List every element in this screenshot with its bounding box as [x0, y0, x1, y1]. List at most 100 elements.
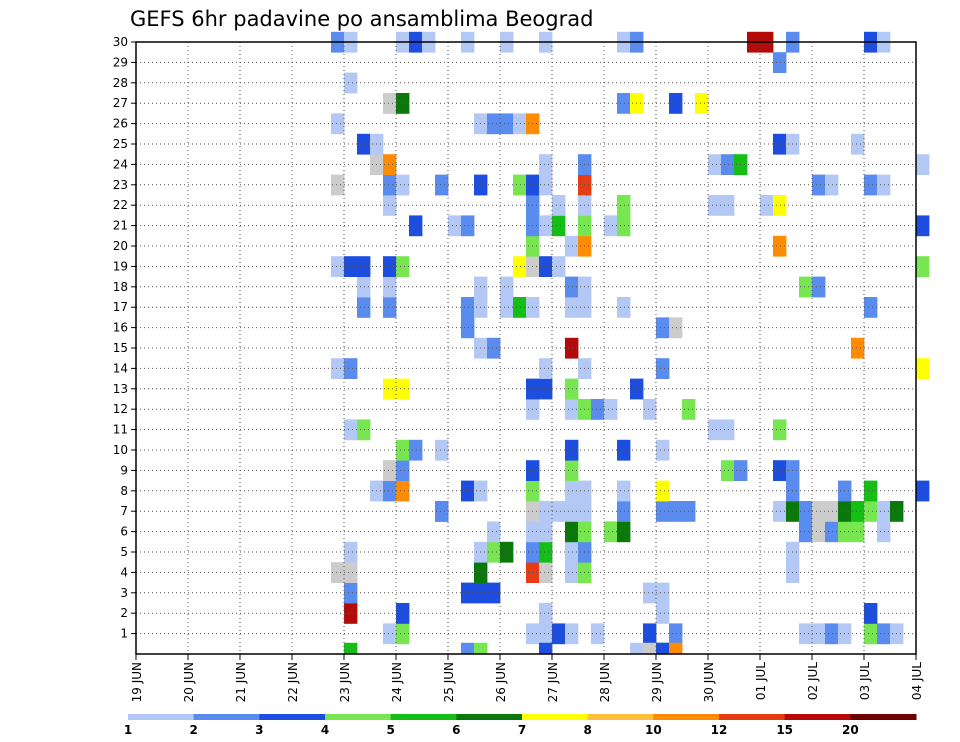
heatmap-cell: [487, 541, 501, 563]
heatmap-cell: [877, 521, 891, 543]
y-tick-label: 13: [113, 382, 128, 396]
heatmap-cell: [565, 297, 579, 318]
heatmap-cell: [396, 378, 410, 400]
heatmap-cell: [396, 93, 410, 114]
legend-swatch: [128, 714, 195, 720]
heatmap-cell: [331, 256, 345, 277]
x-tick-label: 25 JUN: [442, 662, 456, 702]
heatmap-cell: [331, 174, 345, 196]
legend-swatch: [259, 714, 326, 720]
legend-label: 6: [452, 723, 460, 737]
y-tick-label: 15: [113, 341, 128, 355]
heatmap-cell: [643, 582, 657, 604]
heatmap-cell: [396, 603, 410, 624]
heatmap-cell: [565, 480, 579, 502]
heatmap-cell: [461, 480, 475, 502]
heatmap-cell: [461, 297, 475, 318]
heatmap-cell: [565, 623, 579, 645]
heatmap-cell: [916, 480, 930, 502]
heatmap-cell: [539, 358, 553, 379]
heatmap-cell: [565, 337, 579, 359]
heatmap-cell: [669, 317, 683, 339]
heatmap-cell: [864, 623, 878, 645]
heatmap-cell: [552, 623, 566, 645]
y-tick-label: 29: [113, 55, 128, 69]
heatmap-cell: [799, 501, 813, 522]
heatmap-cell: [773, 133, 787, 155]
heatmap-cell: [500, 297, 514, 318]
heatmap-cell: [539, 562, 553, 583]
heatmap-cell: [435, 174, 449, 196]
x-tick-label: 01 JUL: [754, 662, 768, 700]
heatmap-cell: [344, 582, 358, 604]
heatmap-cell: [617, 480, 631, 502]
heatmap-cell: [617, 297, 631, 318]
legend-label: 3: [255, 723, 263, 737]
heatmap-cell: [539, 174, 553, 196]
legend-swatch: [850, 714, 917, 720]
heatmap-cell: [812, 501, 826, 522]
legend-label: 10: [645, 723, 662, 737]
heatmap-cell: [877, 174, 891, 196]
heatmap-cell: [396, 460, 410, 481]
heatmap-cell: [552, 256, 566, 277]
y-tick-label: 4: [120, 565, 128, 579]
heatmap-cell: [916, 256, 930, 277]
heatmap-cell: [539, 541, 553, 563]
y-tick-label: 9: [120, 463, 128, 477]
x-tick-label: 19 JUN: [130, 662, 144, 702]
heatmap-cell: [383, 195, 397, 216]
heatmap-cell: [604, 215, 618, 237]
heatmap-cell: [864, 603, 878, 624]
heatmap-cell: [656, 501, 670, 522]
heatmap-cell: [695, 93, 709, 114]
heatmap-cell: [591, 623, 605, 645]
heatmap-cell: [539, 623, 553, 645]
heatmap-cell: [656, 480, 670, 502]
heatmap-cell: [565, 399, 579, 420]
heatmap-cell: [539, 603, 553, 624]
heatmap-cell: [864, 297, 878, 318]
legend-label: 1: [124, 723, 132, 737]
y-tick-label: 20: [113, 239, 128, 253]
y-tick-label: 11: [113, 423, 128, 437]
heatmap-cell: [513, 256, 527, 277]
heatmap-cell: [357, 133, 371, 155]
y-tick-label: 22: [113, 198, 128, 212]
heatmap-cell: [708, 154, 722, 175]
heatmap-cell: [539, 501, 553, 522]
heatmap-cell: [721, 195, 735, 216]
heatmap-cell: [344, 541, 358, 563]
heatmap-cell: [851, 501, 865, 522]
legend-label: 4: [321, 723, 329, 737]
heatmap-cell: [565, 562, 579, 583]
heatmap-cell: [721, 460, 735, 481]
heatmap-cell: [539, 521, 553, 543]
legend-swatch: [653, 714, 720, 720]
heatmap-cell: [773, 419, 787, 441]
heatmap-cell: [604, 521, 618, 543]
heatmap-cell: [344, 603, 358, 624]
heatmap-cell: [513, 113, 527, 135]
x-tick-label: 03 JUL: [858, 662, 872, 700]
legend-label: 2: [189, 723, 197, 737]
y-tick-label: 10: [113, 443, 128, 457]
heatmap-cell: [461, 215, 475, 237]
heatmap-cell: [799, 276, 813, 298]
heatmap-cell: [669, 501, 683, 522]
heatmap-cell: [773, 501, 787, 522]
heatmap-cell: [461, 317, 475, 339]
y-tick-label: 18: [113, 280, 128, 294]
heatmap-cell: [773, 235, 787, 257]
heatmap-cell: [617, 521, 631, 543]
heatmap-cell: [708, 419, 722, 441]
y-axis-ticks: 1234567891011121314151617181920212223242…: [113, 35, 136, 641]
y-tick-label: 8: [120, 484, 128, 498]
heatmap-cell: [565, 276, 579, 298]
heatmap-cell: [812, 623, 826, 645]
y-tick-label: 27: [113, 96, 128, 110]
heatmap-cell: [409, 439, 423, 461]
x-tick-label: 26 JUN: [494, 662, 508, 702]
heatmap-cell: [383, 297, 397, 318]
heatmap-cell: [383, 256, 397, 277]
